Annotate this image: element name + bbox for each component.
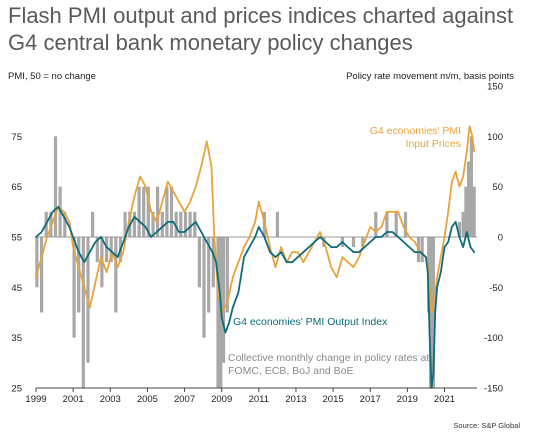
x-tick-label: 2009 bbox=[211, 394, 232, 405]
policy-bar bbox=[169, 186, 174, 237]
y-tick-right: -100 bbox=[484, 333, 503, 344]
policy-bar bbox=[374, 211, 378, 237]
pmi-lines bbox=[35, 125, 476, 389]
policy-bar bbox=[123, 211, 127, 237]
policy-bar bbox=[197, 237, 201, 288]
x-tick-label: 2017 bbox=[360, 394, 381, 405]
policy-bar bbox=[137, 186, 141, 237]
policy-bar bbox=[146, 186, 150, 237]
policy-bar bbox=[461, 211, 465, 237]
x-tick-label: 2013 bbox=[285, 394, 306, 405]
policy-bar bbox=[81, 237, 85, 388]
policy-bar bbox=[361, 237, 365, 248]
x-tick-label: 2005 bbox=[137, 394, 158, 405]
y-tick-left: 35 bbox=[11, 333, 22, 344]
policy-bar bbox=[165, 186, 169, 237]
policy-bar bbox=[385, 211, 389, 237]
policy-bar bbox=[91, 211, 95, 237]
axes: 25 35 45 55 65 75 -150 -100 -50 0 50 100 150 1999 2001… bbox=[11, 82, 503, 406]
output-line bbox=[35, 205, 476, 389]
policy-bar bbox=[221, 237, 226, 363]
policy-bar bbox=[202, 237, 206, 338]
policy-bar bbox=[35, 237, 39, 288]
policy-bar bbox=[151, 211, 155, 237]
y-tick-right: -150 bbox=[484, 384, 503, 395]
policy-bar bbox=[105, 237, 109, 263]
policy-bar bbox=[469, 136, 473, 237]
x-tick-label: 1999 bbox=[25, 394, 46, 405]
y-tick-left: 65 bbox=[11, 182, 22, 193]
policy-bar bbox=[351, 237, 356, 248]
policy-bar bbox=[403, 211, 408, 237]
chart-title: Flash PMI output and prices indices char… bbox=[8, 3, 514, 55]
policy-bar bbox=[188, 211, 192, 237]
y-axis-label-left: PMI, 50 = no change bbox=[8, 71, 96, 82]
policy-bar bbox=[275, 211, 279, 237]
policy-bar bbox=[77, 237, 81, 313]
policy-bar bbox=[179, 211, 183, 237]
policy-bar bbox=[109, 237, 113, 263]
y-tick-right: 50 bbox=[492, 182, 503, 193]
policy-bar bbox=[420, 237, 424, 263]
y-tick-right: -50 bbox=[489, 283, 503, 294]
policy-bar bbox=[156, 186, 160, 237]
policy-bar bbox=[216, 237, 220, 388]
x-tick-label: 2021 bbox=[434, 394, 455, 405]
x-tick-label: 2011 bbox=[249, 394, 269, 405]
y-tick-left: 55 bbox=[11, 233, 22, 244]
prices-annotation-line1: G4 economies' PMI bbox=[370, 125, 461, 137]
y-tick-right: 100 bbox=[487, 132, 503, 143]
y-axis-label-right: Policy rate movement m/m, basis points bbox=[346, 71, 514, 82]
policy-bar bbox=[132, 211, 136, 237]
policy-bar bbox=[211, 237, 215, 288]
bars-annotation-line2: FOMC, ECB, BoJ and BoE bbox=[228, 365, 353, 377]
policy-bar bbox=[431, 237, 435, 388]
policy-bar bbox=[72, 237, 76, 338]
y-tick-left: 75 bbox=[11, 132, 22, 143]
policy-bar bbox=[142, 186, 146, 237]
policy-bar bbox=[467, 161, 471, 237]
policy-bar bbox=[160, 211, 164, 237]
x-tick-label: 2003 bbox=[100, 394, 121, 405]
policy-bars bbox=[35, 136, 476, 388]
x-tick-label: 2019 bbox=[397, 394, 418, 405]
y-tick-right: 150 bbox=[487, 82, 503, 93]
x-tick-label: 2001 bbox=[63, 394, 84, 405]
policy-bar bbox=[225, 237, 229, 313]
policy-bar bbox=[53, 136, 58, 237]
policy-bar bbox=[100, 237, 104, 288]
y-tick-left: 25 bbox=[11, 384, 22, 395]
x-tick-label: 2015 bbox=[323, 394, 344, 405]
policy-bar bbox=[174, 211, 178, 237]
y-tick-left: 45 bbox=[11, 283, 22, 294]
policy-bar bbox=[394, 211, 398, 237]
policy-bar bbox=[464, 186, 468, 237]
policy-bar bbox=[457, 221, 461, 237]
policy-bar bbox=[183, 211, 188, 237]
bars-annotation-line1: Collective monthly change in policy rate… bbox=[228, 352, 429, 364]
output-annotation: G4 economies' PMI Output Index bbox=[233, 316, 388, 328]
policy-bar bbox=[63, 211, 67, 237]
policy-bar bbox=[95, 237, 99, 263]
source-note: Source: S&P Global bbox=[453, 421, 520, 430]
policy-bar bbox=[114, 237, 118, 313]
x-tick-label: 2007 bbox=[174, 394, 195, 405]
y-tick-right: 0 bbox=[498, 233, 503, 244]
policy-bar bbox=[207, 237, 211, 313]
policy-bar bbox=[40, 237, 44, 313]
prices-annotation-line2: Input Prices bbox=[406, 138, 461, 150]
policy-bar bbox=[472, 186, 476, 237]
policy-bar bbox=[193, 211, 197, 237]
